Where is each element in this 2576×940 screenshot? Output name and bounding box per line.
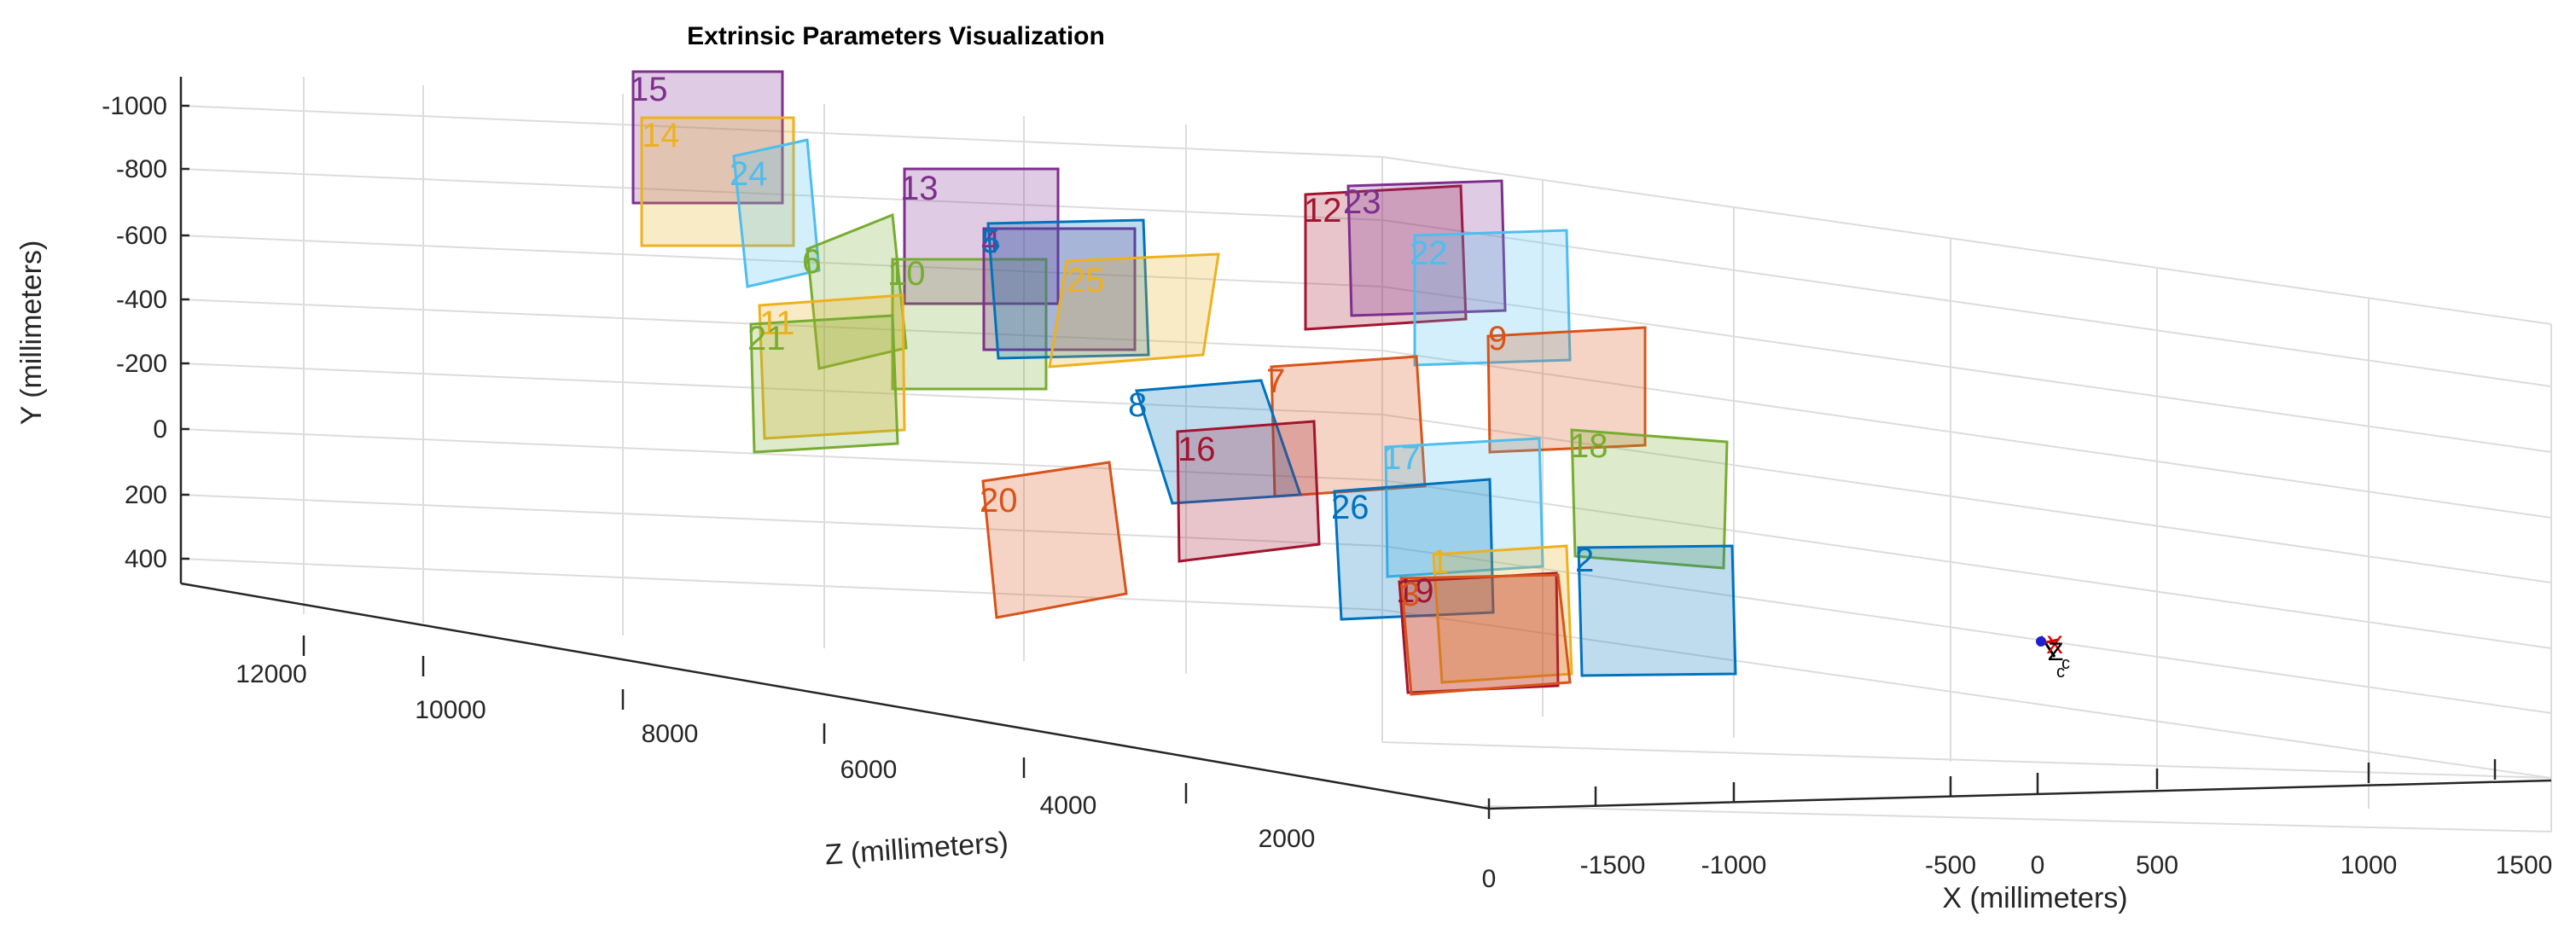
x-tick-label: -1000 [1701, 851, 1767, 879]
z-tick-label: 4000 [1040, 792, 1097, 820]
plane-label-22: 22 [1410, 235, 1448, 272]
plane-label-25: 25 [1067, 262, 1105, 299]
x-tick-label: 500 [2136, 851, 2178, 879]
plane-5 [986, 218, 1150, 360]
plane-9 [1486, 326, 1647, 454]
plane-22 [1413, 229, 1572, 367]
plane-label-2: 2 [1575, 542, 1594, 579]
camera-label-sub-2: c [2056, 663, 2065, 682]
plane-17 [1384, 437, 1544, 578]
camera-center [2036, 636, 2046, 647]
plane-label-12: 12 [1304, 192, 1342, 229]
plane-3 [1399, 573, 1572, 696]
plane-label-13: 13 [900, 170, 939, 207]
plane-label-8: 8 [1128, 386, 1147, 424]
z-tick-label: 0 [1482, 865, 1497, 893]
z-axis-label: Z (millimeters) [824, 827, 1009, 872]
plane-20 [981, 461, 1128, 619]
x-tick-label: 1000 [2340, 851, 2398, 879]
plane-label-14: 14 [642, 117, 680, 154]
z-tick-label: 12000 [236, 660, 306, 688]
plane-label-3: 3 [1401, 576, 1420, 613]
plane-label-21: 21 [747, 320, 786, 357]
plane-1 [1432, 544, 1573, 684]
y-tick-label: -400 [116, 286, 167, 314]
y-tick-label: 0 [153, 415, 167, 444]
plane-2 [1577, 544, 1737, 677]
plane-12 [1304, 184, 1468, 331]
y-tick-label: 400 [125, 545, 167, 573]
plane-label-6: 6 [802, 243, 821, 281]
plane-label-9: 9 [1488, 320, 1507, 357]
plane-label-19: 19 [1396, 572, 1434, 610]
camera-label-x: X [2046, 631, 2063, 659]
plane-label-16: 16 [1178, 431, 1216, 468]
plane-label-17: 17 [1382, 439, 1421, 477]
camera-label-sub-1: c [2061, 654, 2070, 673]
camera-label-z: Z [2048, 638, 2063, 666]
plane-23 [1346, 179, 1507, 317]
y-tick-label: 200 [125, 481, 167, 509]
grid-lines [180, 77, 2552, 833]
x-axis-label: X (millimeters) [1942, 882, 2127, 914]
plane-25 [1048, 252, 1220, 368]
z-tick-label: 2000 [1259, 825, 1316, 853]
plane-label-15: 15 [630, 71, 668, 108]
y-tick-label: -800 [116, 155, 167, 183]
plane-26 [1333, 478, 1495, 621]
plane-label-20: 20 [980, 482, 1018, 519]
plane-16 [1176, 420, 1321, 563]
plane-11 [758, 293, 906, 440]
x-tick-label: 0 [2031, 851, 2045, 879]
plane-21 [749, 314, 899, 454]
plane-6 [805, 212, 908, 370]
y-tick-label: -1000 [102, 92, 167, 120]
y-axis-label: Y (millimeters) [15, 241, 48, 426]
plane-label-23: 23 [1343, 183, 1381, 221]
axes [179, 77, 2552, 810]
plane-label-10: 10 [887, 255, 926, 293]
plane-label-1: 1 [1430, 543, 1449, 581]
plane-label-4: 4 [981, 223, 1000, 260]
plane-label-7: 7 [1266, 363, 1285, 400]
plane-14 [640, 116, 795, 247]
plane-24 [732, 138, 821, 288]
plane-label-18: 18 [1570, 427, 1608, 465]
axis-ticks: -1000-800-600-400-2000200400120001000080… [102, 92, 2552, 893]
plane-label-5: 5 [981, 223, 1000, 260]
chart-title: Extrinsic Parameters Visualization [687, 22, 1105, 50]
plane-label-11: 11 [759, 305, 795, 342]
x-tick-label: 1500 [2496, 851, 2553, 879]
y-tick-label: -600 [116, 222, 167, 250]
x-tick-label: -1500 [1580, 851, 1646, 879]
plane-label-26: 26 [1331, 489, 1369, 526]
plane-label-24: 24 [730, 155, 768, 193]
z-tick-label: 10000 [415, 696, 486, 724]
y-tick-label: -200 [116, 350, 167, 378]
plane-18 [1570, 428, 1729, 570]
x-tick-label: -500 [1925, 851, 1976, 879]
z-tick-label: 6000 [840, 756, 898, 784]
plane-15 [631, 70, 784, 205]
z-tick-label: 8000 [642, 720, 699, 748]
